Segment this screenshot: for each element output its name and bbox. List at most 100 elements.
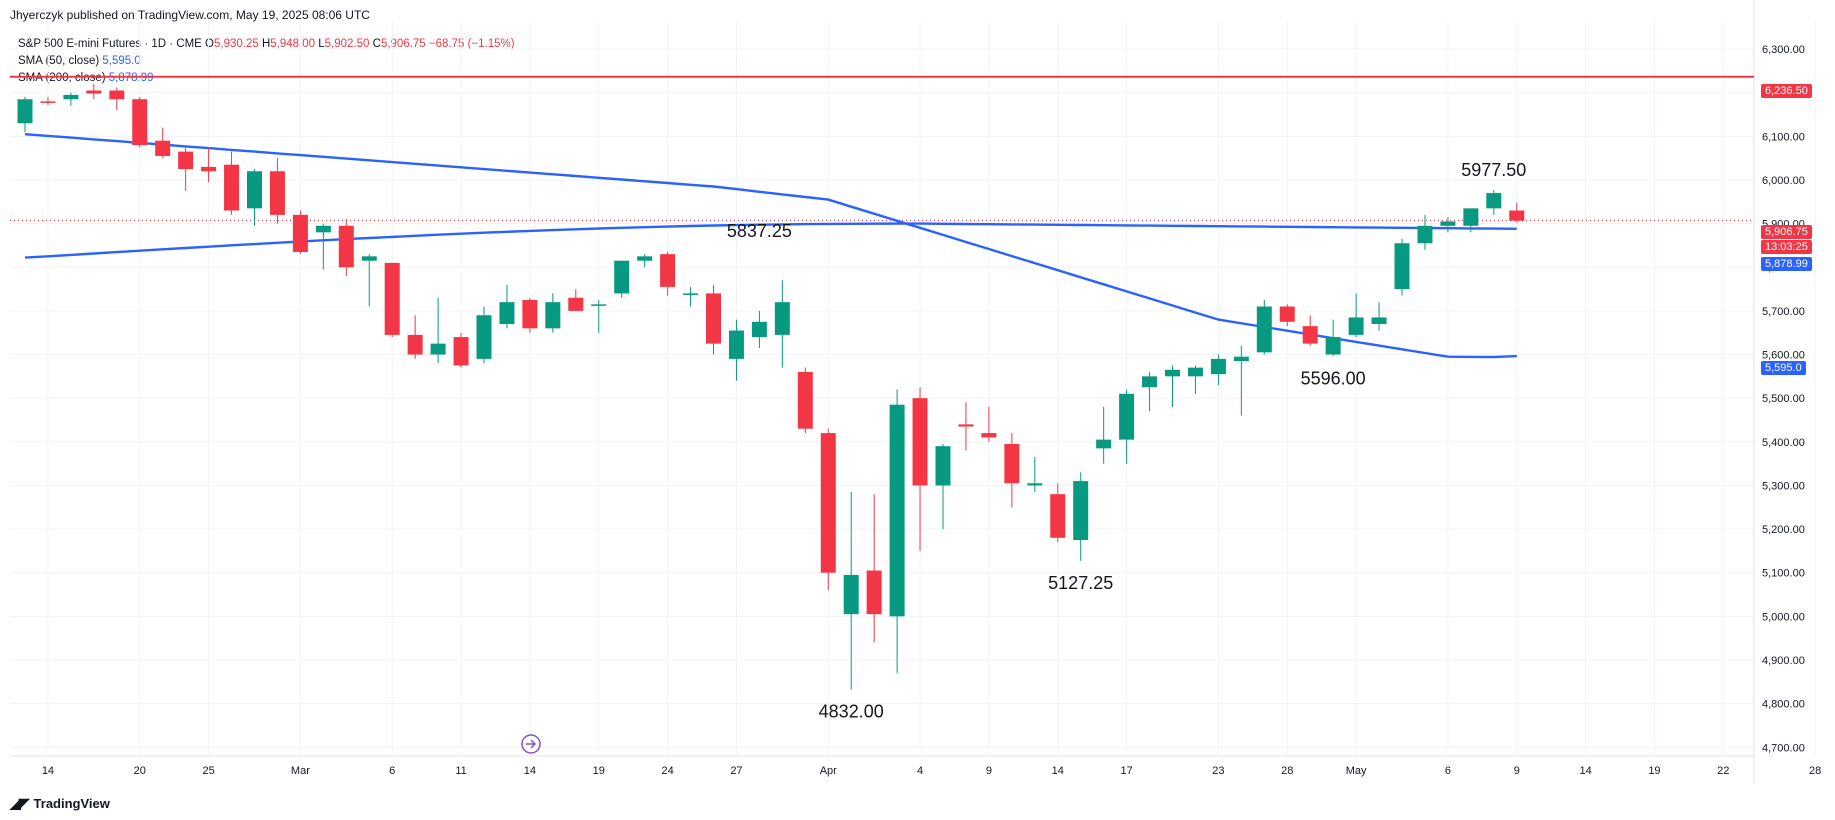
- legend-change: −68.75 (−1.15%): [428, 38, 515, 50]
- x-tick-label: 9: [986, 765, 992, 777]
- candle-body: [63, 94, 79, 100]
- candle-body: [843, 574, 859, 615]
- y-tick-label: 5,700.00: [1762, 306, 1805, 318]
- candle-body: [1096, 439, 1112, 449]
- candle-body: [178, 151, 194, 170]
- candle-body: [1142, 376, 1158, 388]
- candle-body: [109, 90, 125, 100]
- x-tick-label: 4: [917, 765, 923, 777]
- legend-sma50-label: SMA (50, close): [18, 55, 100, 67]
- legend-sma200-row[interactable]: SMA (200, close) 5,878.99: [18, 70, 515, 87]
- price-annotation: 5977.50: [1461, 160, 1526, 180]
- candle-body: [17, 99, 33, 124]
- candle-body: [568, 297, 584, 311]
- candle-body: [1187, 367, 1203, 377]
- y-tick-label: 6,300.00: [1762, 44, 1805, 56]
- candle-body: [1417, 225, 1433, 244]
- legend-sma50-row[interactable]: SMA (50, close) 5,595.0: [18, 53, 515, 70]
- candle-body: [522, 299, 538, 329]
- price-annotation: 4832.00: [819, 702, 884, 722]
- sma200-price-tag: 5,878.99: [1761, 257, 1812, 271]
- candle-body: [728, 330, 744, 359]
- candle-body: [361, 256, 377, 261]
- candle-body: [1256, 306, 1272, 353]
- price-annotation: 5127.25: [1048, 573, 1113, 593]
- candle-body: [1233, 356, 1249, 362]
- resistance-price-tag: 6,236.50: [1761, 84, 1812, 98]
- candle-body: [430, 343, 446, 355]
- candle-body: [40, 101, 56, 103]
- x-tick-label: 22: [1717, 765, 1729, 777]
- candle-body: [660, 254, 676, 287]
- y-tick-label: 5,000.00: [1762, 611, 1805, 623]
- candle-body: [1210, 358, 1226, 375]
- candle-body: [1325, 337, 1341, 355]
- legend-open: 5,930.25: [214, 38, 259, 50]
- candle-body: [269, 171, 285, 215]
- candle-body: [1463, 208, 1479, 226]
- candle-body: [637, 256, 653, 261]
- x-tick-label: Apr: [820, 765, 837, 777]
- y-tick-label: 5,100.00: [1762, 568, 1805, 580]
- y-tick-label: 4,900.00: [1762, 655, 1805, 667]
- candle-body: [545, 302, 561, 329]
- candle-body: [476, 315, 492, 359]
- tradingview-logo-icon: ◢◤: [10, 795, 29, 811]
- candle-body: [499, 302, 515, 324]
- y-tick-label: 6,100.00: [1762, 131, 1805, 143]
- x-tick-label: 28: [1281, 765, 1293, 777]
- x-tick-label: 6: [1445, 765, 1451, 777]
- y-tick-label: 5,300.00: [1762, 480, 1805, 492]
- candle-body: [1027, 483, 1043, 486]
- legend-sma200-label: SMA (200, close): [18, 72, 106, 84]
- legend-sma200-value: 5,878.99: [108, 72, 154, 84]
- candle-body: [591, 304, 607, 306]
- chart-legend: S&P 500 E-mini Futures · 1D · CME O5,930…: [18, 36, 515, 87]
- candle-body: [683, 293, 699, 295]
- x-tick-label: 11: [455, 765, 466, 777]
- legend-low-label: L: [318, 38, 325, 50]
- x-tick-label: 14: [42, 765, 54, 777]
- publisher-line: Jhyerczyk published on TradingView.com, …: [10, 8, 370, 22]
- candle-body: [958, 424, 974, 427]
- candle-body: [86, 90, 102, 94]
- candle-body: [1509, 210, 1525, 221]
- x-tick-label: 14: [524, 765, 536, 777]
- candle-body: [1394, 243, 1410, 290]
- candle-body: [912, 398, 928, 486]
- price-annotation: 5596.00: [1301, 368, 1366, 388]
- legend-sma50-value: 5,595.0: [102, 55, 141, 67]
- legend-symbol: S&P 500 E-mini Futures · 1D · CME: [18, 38, 202, 50]
- candle-body: [1004, 443, 1020, 484]
- legend-open-label: O: [205, 38, 214, 50]
- x-tick-label: 25: [202, 765, 214, 777]
- candle-body: [315, 225, 331, 233]
- x-tick-label: 28: [1809, 765, 1821, 777]
- x-tick-label: 19: [1648, 765, 1660, 777]
- countdown-tag: 13:03:25: [1761, 240, 1812, 254]
- candle-body: [224, 164, 240, 211]
- candle-body: [1302, 326, 1318, 344]
- tradingview-logo[interactable]: ◢◤ TradingView: [10, 795, 110, 812]
- x-tick-label: 23: [1212, 765, 1224, 777]
- y-tick-label: 5,400.00: [1762, 437, 1805, 449]
- event-marker-arrow-icon: [526, 739, 537, 749]
- candle-body: [453, 337, 469, 366]
- x-tick-label: 27: [730, 765, 742, 777]
- candle-body: [247, 171, 262, 209]
- candle-body: [1440, 221, 1456, 226]
- y-tick-label: 5,600.00: [1762, 350, 1805, 362]
- candle-body: [384, 262, 400, 335]
- candle-body: [981, 433, 997, 438]
- x-tick-label: May: [1346, 765, 1367, 777]
- x-tick-label: 14: [1052, 765, 1064, 777]
- x-tick-label: 9: [1514, 765, 1520, 777]
- x-tick-label: Mar: [291, 765, 310, 777]
- candle-body: [1119, 393, 1135, 440]
- y-tick-label: 6,000.00: [1762, 175, 1805, 187]
- y-tick-label: 4,800.00: [1762, 699, 1805, 711]
- candle-body: [201, 166, 217, 172]
- candle-body: [820, 433, 836, 573]
- candle-body: [774, 302, 790, 335]
